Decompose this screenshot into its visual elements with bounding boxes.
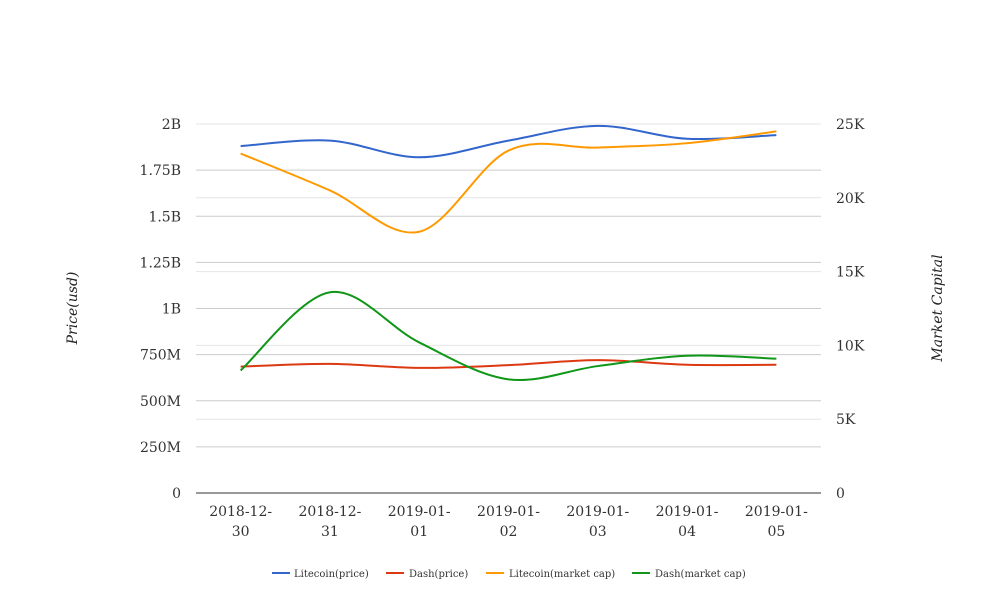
series-line-0	[240, 124, 777, 159]
x-tick-label: 2018-12- 31	[298, 504, 361, 540]
x-tick-label: 2019-01- 05	[745, 504, 808, 540]
series-lines	[239, 124, 777, 382]
x-tick-label-line: 03	[589, 524, 607, 540]
left-axis-ticks: 0 250M 500M 750M 1B 1.25B 1.5B 1.75B 2B	[140, 117, 181, 502]
right-axis-ticks: 0 5K 10K 15K 20K 25K	[836, 117, 865, 502]
x-tick-label-line: 2019-01-	[388, 504, 451, 520]
x-tick-label: 2019-01- 04	[656, 504, 719, 540]
left-tick-label: 1B	[162, 302, 181, 318]
right-tick-label: 15K	[836, 265, 865, 281]
left-tick-label: 0	[172, 486, 181, 502]
x-tick-label-line: 05	[767, 524, 785, 540]
x-tick-label-line: 2019-01-	[656, 504, 719, 520]
left-tick-label: 1.5B	[148, 209, 181, 225]
x-tick-label-line: 31	[321, 524, 339, 540]
x-tick-label-line: 2018-12-	[209, 504, 272, 520]
left-tick-label: 250M	[140, 440, 181, 456]
right-tick-label: 0	[836, 486, 845, 502]
right-tick-label: 20K	[836, 191, 865, 207]
legend-label: Litecoin(market cap)	[509, 569, 615, 580]
legend-label: Dash(market cap)	[655, 569, 746, 580]
right-tick-label: 10K	[836, 338, 865, 354]
right-tick-label: 5K	[836, 412, 856, 428]
series-line-3	[239, 291, 777, 382]
gridlines	[196, 123, 821, 448]
legend-label: Dash(price)	[409, 569, 468, 580]
left-axis-title: Price(usd)	[65, 272, 81, 346]
x-tick-label-line: 30	[232, 524, 250, 540]
left-tick-label: 750M	[140, 348, 181, 364]
legend-label: Litecoin(price)	[294, 569, 369, 580]
x-axis-ticks: 2018-12- 30 2018-12- 31 2019-01- 01 2019-01- 02…	[209, 504, 808, 540]
right-axis-title: Market Capital	[930, 254, 946, 362]
left-tick-label: 2B	[162, 117, 181, 133]
x-tick-label-line: 2019-01-	[566, 504, 629, 520]
x-tick-label-line: 04	[678, 524, 696, 540]
x-tick-label-line: 01	[410, 524, 428, 540]
x-tick-label-line: 2018-12-	[298, 504, 361, 520]
left-tick-label: 1.75B	[140, 163, 181, 179]
x-tick-label: 2019-01- 02	[477, 504, 540, 540]
x-tick-label-line: 2019-01-	[477, 504, 540, 520]
x-tick-label: 2019-01- 01	[388, 504, 451, 540]
x-tick-label-line: 2019-01-	[745, 504, 808, 520]
right-tick-label: 25K	[836, 117, 865, 133]
x-tick-label: 2018-12- 30	[209, 504, 272, 540]
x-tick-label-line: 02	[500, 524, 518, 540]
left-tick-label: 1.25B	[140, 255, 181, 271]
series-line-1	[240, 359, 777, 369]
x-tick-label: 2019-01- 03	[566, 504, 629, 540]
left-tick-label: 500M	[140, 394, 181, 410]
series-line-2	[240, 130, 777, 234]
legend: Litecoin(price) Dash(price) Litecoin(marke…	[272, 569, 746, 580]
